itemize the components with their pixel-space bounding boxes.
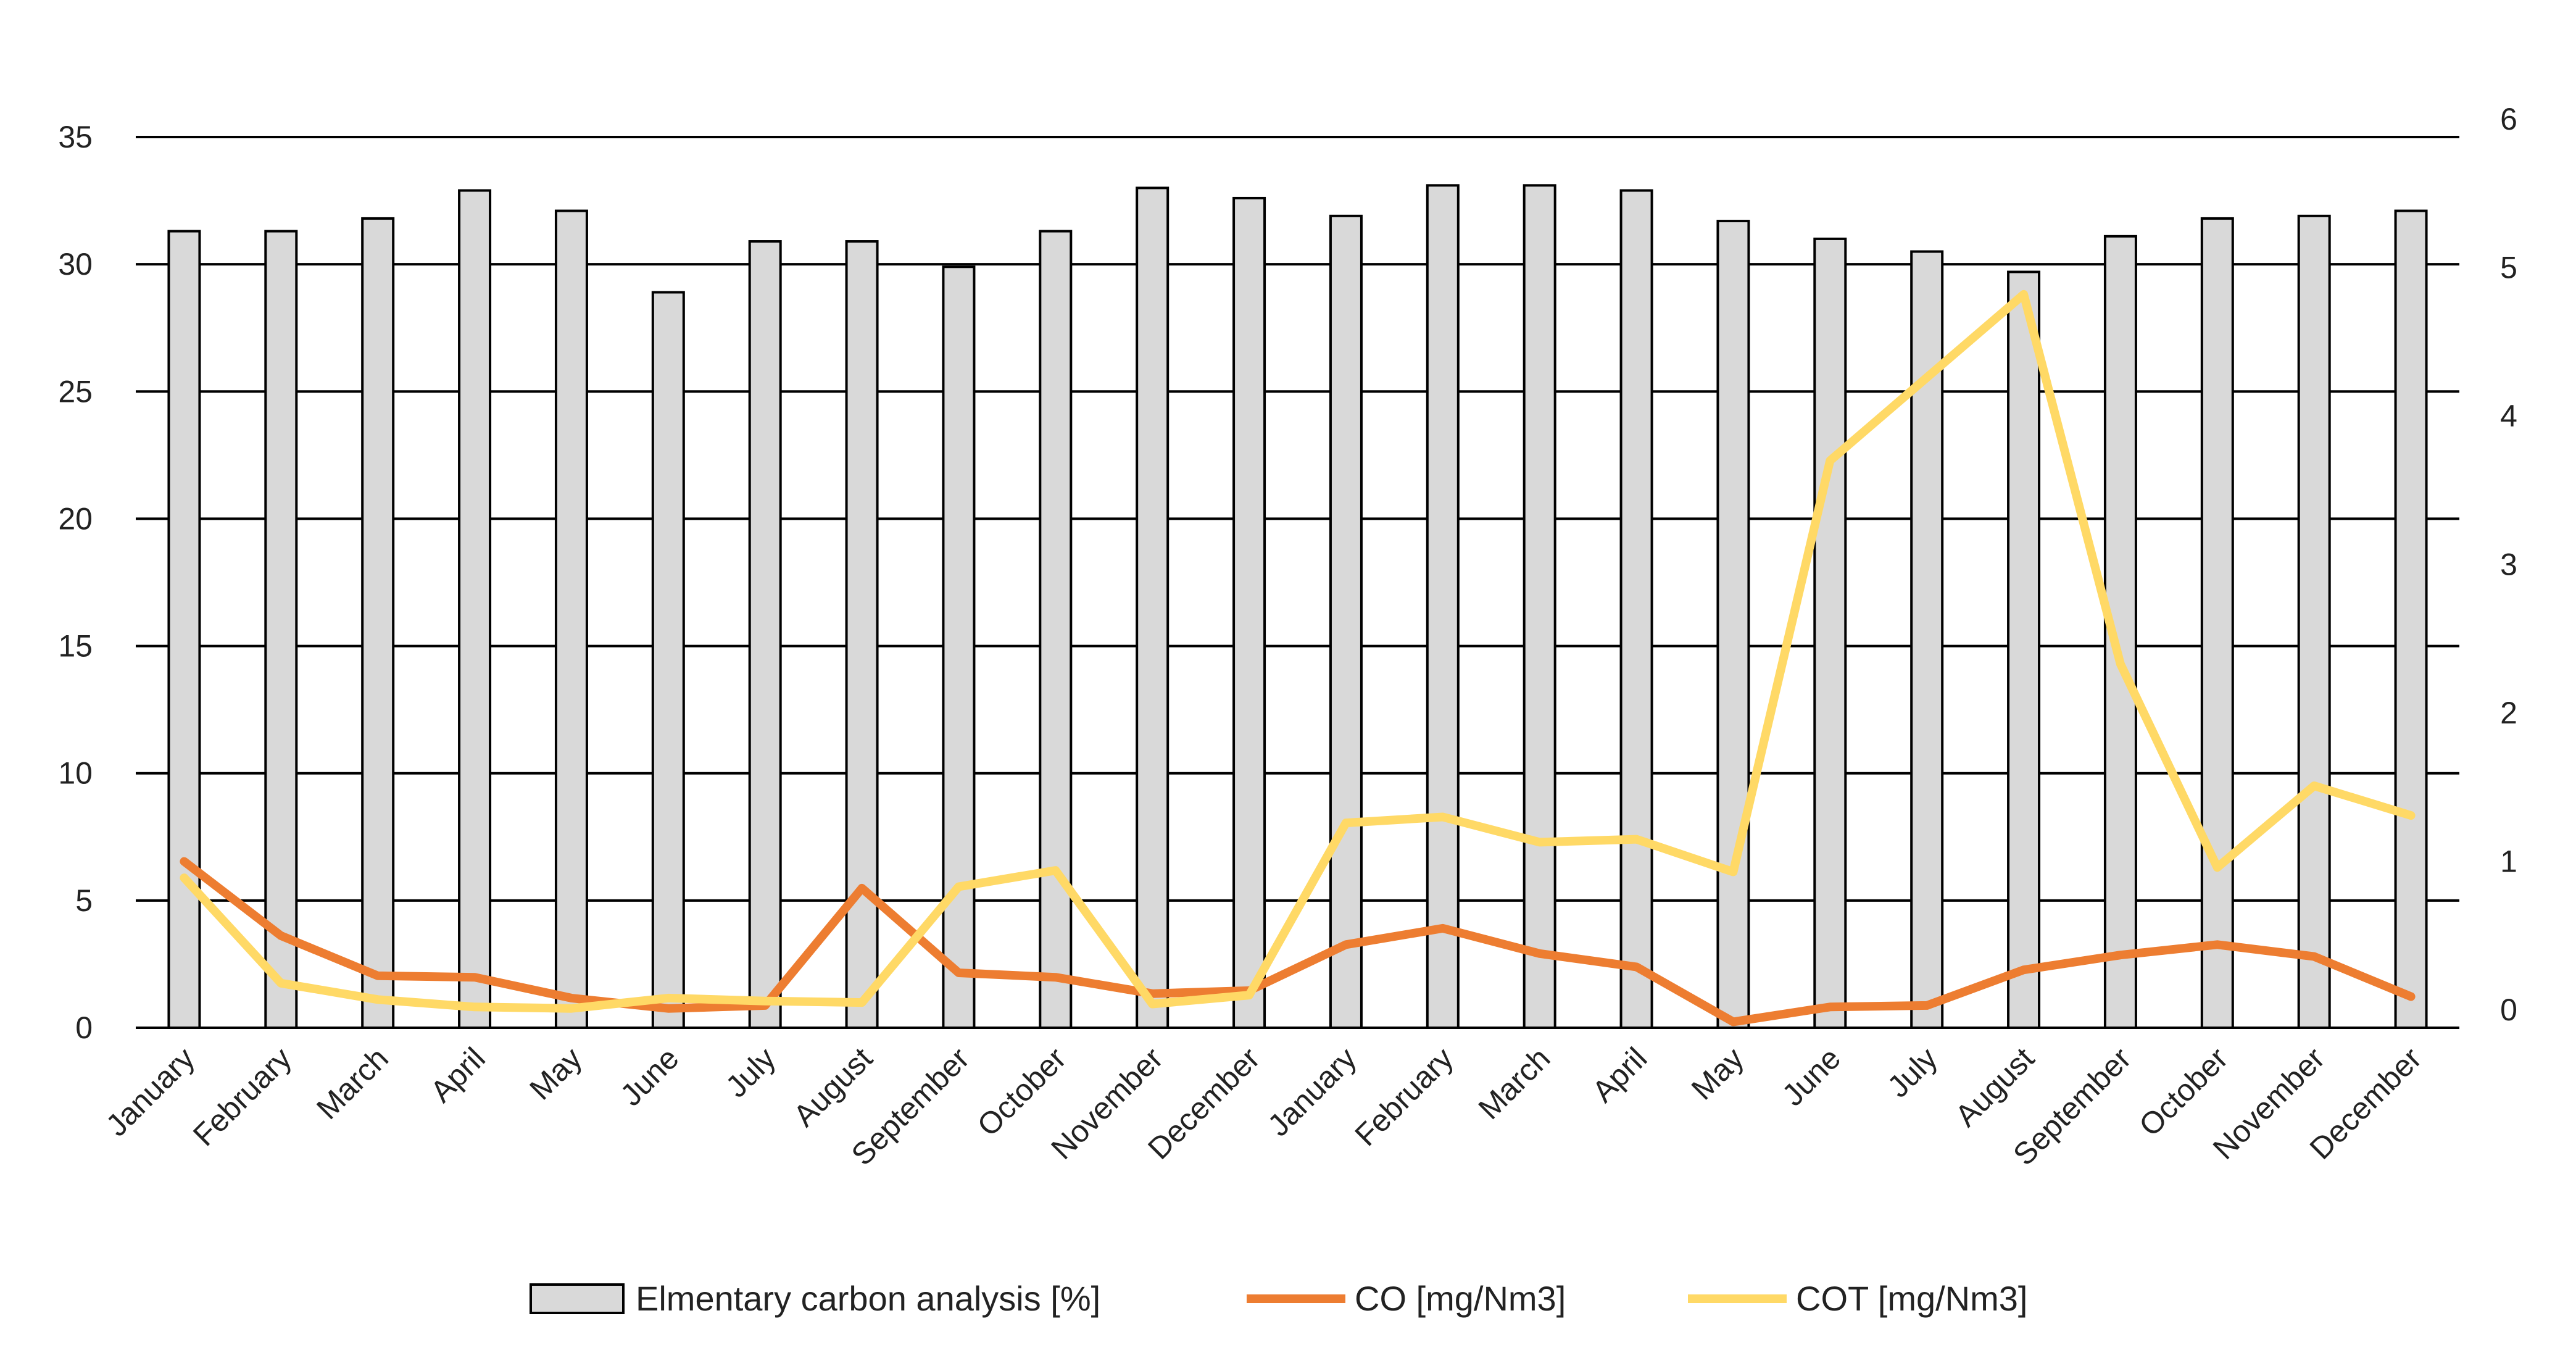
left-axis-ticks: 0 5 10 15 20 25 30 35 <box>58 120 93 1045</box>
x-tick-label: July <box>1880 1041 1943 1104</box>
line-co <box>180 857 2416 1027</box>
x-tick-label: February <box>186 1041 298 1152</box>
bar <box>1716 220 1750 1029</box>
line-series <box>180 290 2416 1027</box>
x-tick-label: August <box>1948 1041 2041 1133</box>
bar <box>458 189 492 1030</box>
x-tick-label: July <box>719 1041 782 1104</box>
bar <box>1329 214 1363 1029</box>
x-tick-label: January <box>99 1041 201 1143</box>
x-tick-label: February <box>1348 1041 1460 1152</box>
bar <box>1039 230 1073 1030</box>
bar <box>845 240 879 1030</box>
y-right-tick-label: 1 <box>2500 844 2517 879</box>
line-cot <box>180 290 2416 1013</box>
bar <box>2200 217 2234 1030</box>
legend-swatch-elementary-carbon <box>530 1283 625 1314</box>
x-tick-label: May <box>1685 1041 1750 1106</box>
y-left-tick-label: 20 <box>58 501 93 536</box>
x-tick-label: August <box>787 1041 879 1133</box>
x-tick-label: June <box>1776 1041 1847 1112</box>
bar <box>1523 184 1556 1030</box>
bar-series-elementary-carbon <box>136 184 2459 1030</box>
bar <box>2297 214 2331 1029</box>
y-right-tick-label: 4 <box>2500 399 2517 433</box>
x-tick-label: April <box>1585 1041 1653 1109</box>
y-left-tick-label: 15 <box>58 629 93 664</box>
bar <box>748 240 782 1030</box>
bar <box>1619 189 1653 1030</box>
gridlines <box>136 136 2459 1029</box>
x-tick-label: October <box>2132 1041 2234 1143</box>
x-tick-label: October <box>971 1041 1073 1143</box>
bar <box>2007 270 2041 1029</box>
y-right-tick-label: 2 <box>2500 696 2517 730</box>
bar <box>1136 186 1170 1029</box>
x-tick-label: March <box>310 1041 395 1126</box>
y-left-tick-label: 10 <box>58 756 93 791</box>
legend: Elmentary carbon analysis [%] CO [mg/Nm3… <box>530 1279 2027 1318</box>
bar <box>1813 237 1847 1029</box>
y-left-tick-label: 25 <box>58 374 93 409</box>
x-tick-label: April <box>424 1041 492 1109</box>
bar <box>942 265 976 1029</box>
x-tick-label: March <box>1472 1041 1557 1126</box>
y-left-tick-label: 0 <box>75 1010 93 1045</box>
x-tick-label: June <box>613 1041 685 1112</box>
bar <box>264 230 298 1030</box>
legend-label-elementary-carbon: Elmentary carbon analysis [%] <box>636 1279 1100 1318</box>
right-axis-ticks: 0 1 2 3 4 5 6 <box>2500 102 2517 1027</box>
bar <box>1426 184 1460 1030</box>
bar <box>1232 196 1266 1029</box>
y-right-tick-label: 0 <box>2500 993 2517 1027</box>
bar <box>2394 209 2428 1029</box>
y-left-tick-label: 5 <box>75 883 93 918</box>
bar <box>651 291 685 1030</box>
y-left-tick-label: 35 <box>58 120 93 154</box>
y-left-tick-label: 30 <box>58 247 93 281</box>
y-right-tick-label: 3 <box>2500 548 2517 582</box>
y-right-tick-label: 6 <box>2500 102 2517 136</box>
x-tick-label: May <box>523 1041 588 1106</box>
bar <box>554 209 588 1029</box>
bar <box>361 217 395 1030</box>
legend-label-co: CO [mg/Nm3] <box>1355 1279 1566 1318</box>
x-tick-label: January <box>1261 1041 1363 1143</box>
bar <box>167 230 201 1030</box>
y-right-tick-label: 5 <box>2500 251 2517 285</box>
legend-label-cot: COT [mg/Nm3] <box>1796 1279 2027 1318</box>
